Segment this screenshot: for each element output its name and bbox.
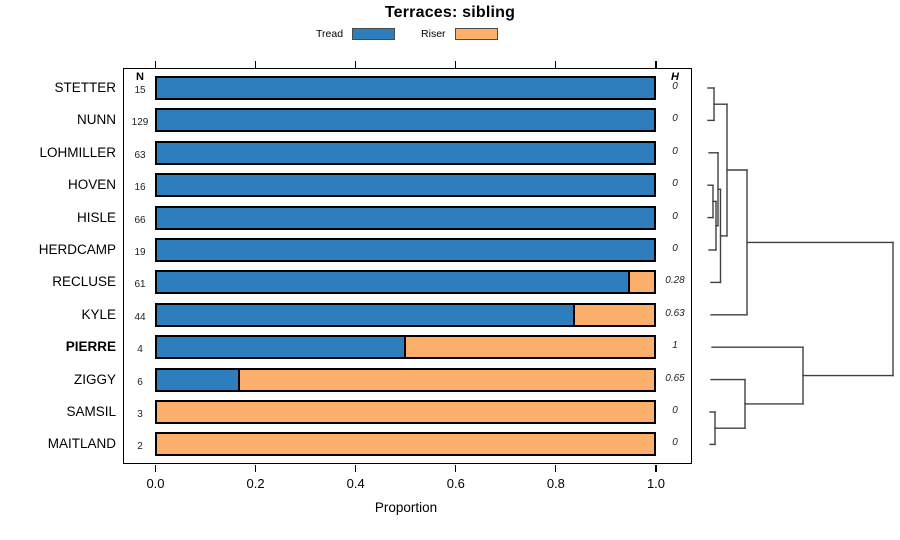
row-label: STETTER <box>54 80 116 95</box>
bar-tread-segment <box>157 207 654 228</box>
h-value: 0 <box>672 243 678 254</box>
bar-row-recluse <box>155 270 656 295</box>
bar-tread-segment <box>157 240 654 260</box>
n-value: 4 <box>137 344 143 356</box>
x-tick-bottom <box>655 464 657 472</box>
n-value: 44 <box>134 311 146 323</box>
n-value: 63 <box>134 149 146 161</box>
x-tick-bottom <box>455 464 457 472</box>
bar-tread-segment <box>157 304 575 325</box>
h-value: 1 <box>672 340 678 352</box>
x-tick-label: 0.8 <box>546 476 565 491</box>
row-label: KYLE <box>81 306 116 322</box>
row-label: NUNN <box>77 112 116 128</box>
legend-label-riser: Riser <box>421 27 446 40</box>
legend-swatch-riser <box>454 27 498 40</box>
bar-row-pierre <box>155 335 656 360</box>
n-value: 2 <box>137 441 143 453</box>
h-value: 0 <box>672 210 678 222</box>
bar-row-herdcamp <box>155 238 656 262</box>
bar-tread-segment <box>157 272 630 293</box>
x-tick-top <box>555 60 557 68</box>
n-value: 66 <box>134 214 146 226</box>
x-tick-top <box>154 60 157 68</box>
h-value: 0 <box>672 405 678 416</box>
h-value: 0 <box>672 113 678 125</box>
bar-tread-segment <box>157 142 654 163</box>
legend-swatch-tread <box>352 27 396 40</box>
bar-tread-segment <box>157 78 654 98</box>
row-label: HISLE <box>76 209 116 225</box>
bar-row-hisle <box>155 205 656 230</box>
bar-row-hoven <box>155 173 656 198</box>
x-tick-label: 1.0 <box>646 476 666 491</box>
x-tick-label: 0.4 <box>346 476 365 491</box>
bar-row-samsil <box>155 400 656 424</box>
legend: Tread Riser <box>316 26 498 41</box>
h-value: 0.65 <box>665 372 685 384</box>
bar-row-maitland <box>155 432 656 457</box>
chart-title: Terraces: sibling <box>384 4 516 21</box>
row-label: PIERRE <box>65 339 116 355</box>
x-tick-top <box>355 60 357 68</box>
bar-row-nunn <box>155 108 656 133</box>
h-value: 0 <box>672 178 678 190</box>
row-label: ZIGGY <box>73 371 116 387</box>
n-value: 19 <box>134 247 146 258</box>
row-label: LOHMILLER <box>39 144 116 160</box>
n-value: 61 <box>134 279 146 291</box>
row-label: SAMSIL <box>66 404 116 419</box>
x-tick-top <box>455 60 457 68</box>
x-tick-label: 0.6 <box>446 476 465 491</box>
n-value: 15 <box>134 85 146 96</box>
n-value: 16 <box>134 182 146 194</box>
x-tick-bottom <box>255 464 257 472</box>
x-tick-bottom <box>355 464 357 472</box>
bar-row-ziggy <box>155 367 656 392</box>
row-label: HERDCAMP <box>38 242 116 257</box>
bar-row-stetter <box>155 76 656 100</box>
h-value: 0.28 <box>665 275 685 287</box>
x-tick-bottom <box>154 464 157 472</box>
row-label: MAITLAND <box>47 436 116 452</box>
bar-row-lohmiller <box>155 140 656 165</box>
plot-box <box>123 68 692 464</box>
n-value: 129 <box>131 117 149 129</box>
legend-label-tread: Tread <box>316 27 344 40</box>
n-value: 3 <box>137 409 143 420</box>
bar-tread-segment <box>157 110 654 131</box>
x-tick-label: 0.0 <box>146 476 165 491</box>
x-tick-bottom <box>555 464 557 472</box>
h-value: 0 <box>672 437 678 449</box>
bar-tread-segment <box>157 369 240 390</box>
row-label: RECLUSE <box>52 274 116 290</box>
n-value: 6 <box>137 376 143 388</box>
bar-tread-segment <box>157 175 654 196</box>
bar-tread-segment <box>157 337 406 358</box>
row-label: HOVEN <box>67 177 116 193</box>
x-tick-top <box>255 60 257 68</box>
h-column-header: H <box>671 71 679 83</box>
h-value: 0 <box>672 81 678 92</box>
bar-row-kyle <box>155 302 656 327</box>
x-tick-top <box>655 60 657 68</box>
h-value: 0 <box>672 145 678 157</box>
h-value: 0.63 <box>665 307 685 319</box>
x-axis-label: Proportion <box>374 500 438 515</box>
n-column-header: N <box>136 71 144 83</box>
x-tick-label: 0.2 <box>246 476 265 491</box>
